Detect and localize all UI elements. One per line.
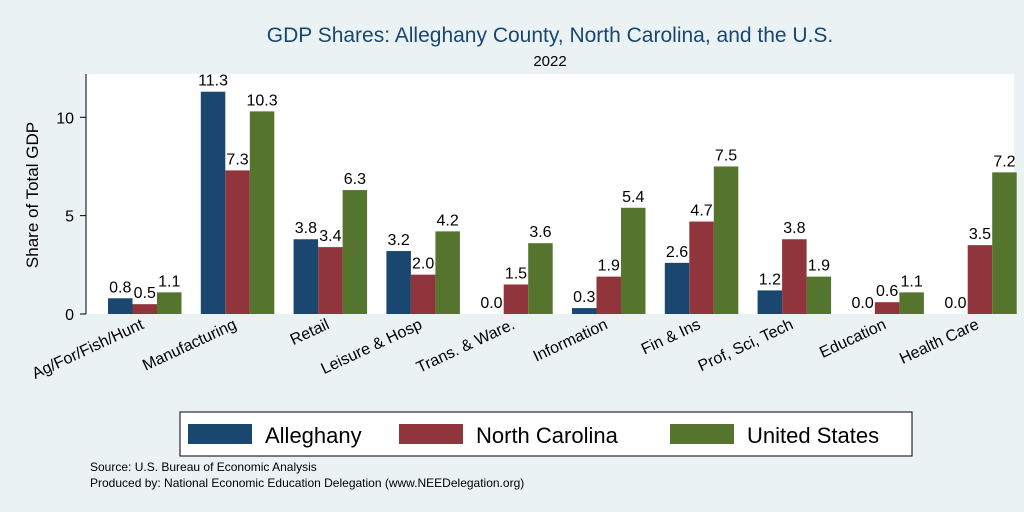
bar-value-label: 3.6	[529, 224, 551, 241]
category-label: Information	[531, 316, 611, 365]
category-label: Health Care	[897, 316, 982, 368]
bar-value-label: 3.2	[388, 232, 410, 249]
y-tick-label: 0	[65, 307, 74, 324]
bar	[806, 276, 832, 314]
bar-value-label: 2.6	[666, 244, 688, 261]
legend-label: United States	[747, 423, 879, 448]
bar-value-label: 1.9	[598, 258, 620, 275]
produced-by-note: Produced by: National Economic Education…	[90, 476, 524, 490]
category-label: Fin & Ins	[639, 316, 703, 358]
y-axis-ticks: 0 5 10	[56, 110, 86, 324]
bar-value-label: 0.0	[480, 295, 502, 312]
y-tick-label: 10	[56, 110, 74, 127]
bar	[410, 274, 436, 314]
bar	[782, 239, 807, 314]
legend-label: Alleghany	[265, 423, 362, 448]
category-label: Education	[817, 316, 889, 361]
bar	[249, 111, 275, 315]
bar	[132, 304, 157, 314]
bar-value-label: 1.5	[505, 265, 527, 282]
bar	[342, 190, 368, 314]
bar	[757, 290, 783, 314]
category-label: Retail	[288, 316, 332, 349]
bar-value-label: 2.0	[412, 256, 434, 273]
category-label: Trans. & Ware.	[414, 316, 518, 376]
category-label: Manufacturing	[140, 316, 239, 374]
bar-value-label: 0.3	[573, 289, 595, 306]
bar	[293, 239, 319, 314]
bar	[157, 292, 182, 314]
bar-value-label: 1.1	[158, 273, 180, 290]
bar-value-label: 4.2	[437, 212, 459, 229]
bar-value-label: 0.5	[134, 285, 156, 302]
bar-value-label: 1.9	[808, 258, 830, 275]
bar	[874, 302, 900, 314]
bar-value-label: 7.5	[715, 147, 737, 164]
bar-value-label: 6.3	[344, 171, 366, 188]
bars-group	[108, 91, 1017, 315]
chart-subtitle: 2022	[533, 53, 566, 70]
bar-value-label: 1.1	[901, 273, 923, 290]
legend-swatch	[188, 424, 252, 444]
bar	[225, 170, 250, 314]
bar	[967, 245, 993, 314]
bar	[596, 276, 621, 314]
source-note: Source: U.S. Bureau of Economic Analysis	[90, 460, 317, 474]
bar	[528, 243, 553, 314]
bar	[108, 298, 133, 314]
bar	[713, 166, 739, 314]
bar-value-label: 5.4	[622, 189, 644, 206]
bar-value-label: 0.0	[852, 295, 874, 312]
bar	[689, 221, 714, 314]
bar-labels-group: 0.8 0.51.111.37.310.33.8 3.46.33.22.04.20.…	[109, 73, 1016, 312]
bar-value-label: 3.8	[783, 220, 805, 237]
bar-value-label: 0.8	[109, 279, 131, 296]
bar	[992, 172, 1017, 314]
legend-box	[179, 411, 913, 457]
bar-value-label: 3.8	[295, 220, 317, 237]
category-label: Prof, Sci, Tech	[696, 316, 796, 375]
bar	[200, 91, 226, 314]
bar	[386, 251, 411, 314]
legend-label: North Carolina	[476, 423, 619, 448]
bar	[664, 262, 690, 314]
bar-value-label: 11.3	[198, 73, 228, 90]
bar	[435, 231, 460, 314]
legend-swatch	[670, 424, 734, 444]
bar-value-label: 4.7	[690, 203, 712, 220]
y-tick-label: 5	[65, 209, 74, 226]
bar	[572, 308, 597, 314]
y-axis-label: Share of Total GDP	[23, 122, 42, 268]
bar-value-label: 3.5	[969, 226, 991, 243]
bar-value-label: 3.4	[319, 228, 341, 245]
bar-value-label: 0.0	[944, 295, 966, 312]
legend-swatch	[399, 424, 463, 444]
bar	[503, 284, 529, 314]
bar-value-label: 7.3	[226, 151, 248, 168]
bar	[318, 247, 343, 314]
bar	[621, 207, 646, 314]
bar-value-label: 0.6	[876, 283, 898, 300]
bar	[899, 292, 924, 314]
legend: Alleghany North Carolina United States	[188, 423, 879, 448]
category-label: Ag/For/Fish/Hunt	[30, 316, 147, 383]
bar-value-label: 1.2	[759, 271, 781, 288]
bar-value-label: 7.2	[993, 153, 1015, 170]
chart-title: GDP Shares: Alleghany County, North Caro…	[267, 24, 834, 47]
category-label: Leisure & Hosp	[319, 316, 425, 378]
bar-value-label: 10.3	[246, 92, 277, 109]
